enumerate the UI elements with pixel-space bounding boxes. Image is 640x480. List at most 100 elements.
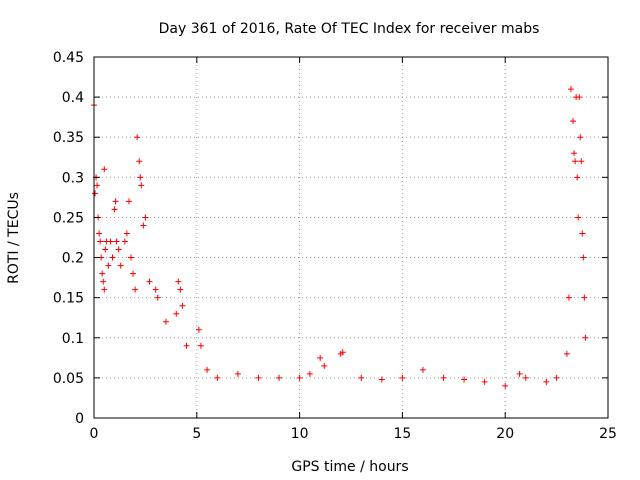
data-point xyxy=(146,278,153,285)
data-point xyxy=(574,174,581,181)
y-tick-label: 0.2 xyxy=(62,251,84,267)
data-point xyxy=(173,310,180,317)
axis-ticks xyxy=(93,56,609,419)
data-point xyxy=(142,214,149,221)
data-point xyxy=(553,374,560,381)
data-point xyxy=(138,182,145,189)
data-point xyxy=(576,94,583,101)
data-point xyxy=(101,166,108,173)
y-tick-label: 0.1 xyxy=(62,331,84,347)
data-point xyxy=(132,286,139,293)
data-point xyxy=(195,326,202,333)
data-point xyxy=(214,374,221,381)
data-point xyxy=(358,374,365,381)
data-point xyxy=(419,366,426,373)
data-point xyxy=(575,214,582,221)
data-point xyxy=(581,294,588,301)
data-point xyxy=(502,382,509,389)
data-point xyxy=(99,270,106,277)
data-point xyxy=(101,286,108,293)
data-point xyxy=(580,254,587,261)
plot-frame xyxy=(93,56,609,419)
data-point xyxy=(179,302,186,309)
data-point xyxy=(296,374,303,381)
data-point xyxy=(572,158,579,165)
data-points xyxy=(91,86,589,389)
data-point xyxy=(130,270,137,277)
data-point xyxy=(140,222,147,229)
data-point xyxy=(100,278,107,285)
data-point xyxy=(543,378,550,385)
data-point xyxy=(97,238,104,245)
data-point xyxy=(162,318,169,325)
y-tick-label: 0.3 xyxy=(62,170,84,186)
data-point xyxy=(204,366,211,373)
data-point xyxy=(255,374,262,381)
y-axis-label: ROTI / TECUs xyxy=(6,192,22,284)
x-tick-labels: 0 5 10 15 20 25 xyxy=(90,426,617,442)
x-axis-label: GPS time / hours xyxy=(291,459,408,475)
x-tick-label: 0 xyxy=(90,426,99,442)
x-tick-label: 25 xyxy=(599,426,617,442)
data-point xyxy=(115,246,122,253)
data-point xyxy=(175,278,182,285)
data-point xyxy=(105,262,112,269)
data-point xyxy=(276,374,283,381)
data-point xyxy=(94,182,101,189)
data-point xyxy=(522,374,529,381)
data-point xyxy=(154,294,161,301)
data-point xyxy=(137,174,144,181)
data-point xyxy=(399,374,406,381)
y-tick-label: 0.35 xyxy=(53,130,84,146)
data-point xyxy=(579,230,586,237)
x-tick-label: 5 xyxy=(192,426,201,442)
data-point xyxy=(107,238,114,245)
x-tick-label: 15 xyxy=(393,426,411,442)
data-point xyxy=(197,342,204,349)
data-point xyxy=(112,198,119,205)
data-point xyxy=(113,238,120,245)
data-point xyxy=(570,118,577,125)
data-point xyxy=(125,198,132,205)
data-point xyxy=(136,158,143,165)
y-tick-label: 0.15 xyxy=(53,291,84,307)
data-point xyxy=(461,376,468,383)
y-tick-label: 0.05 xyxy=(53,371,84,387)
y-tick-label: 0 xyxy=(75,411,84,427)
data-point xyxy=(571,150,578,157)
data-point xyxy=(102,246,109,253)
data-point xyxy=(440,374,447,381)
data-point xyxy=(96,230,103,237)
y-tick-label: 0.25 xyxy=(53,210,84,226)
data-point xyxy=(481,378,488,385)
grid xyxy=(94,57,608,418)
data-point xyxy=(567,86,574,93)
data-point xyxy=(177,286,184,293)
data-point xyxy=(577,134,584,141)
data-point xyxy=(321,362,328,369)
data-point xyxy=(117,262,124,269)
data-point xyxy=(565,294,572,301)
data-point xyxy=(92,190,99,197)
x-tick-label: 20 xyxy=(496,426,514,442)
data-point xyxy=(516,370,523,377)
data-point xyxy=(123,230,130,237)
y-tick-labels: 0 0.05 0.1 0.15 0.2 0.25 0.3 0.35 0.4 0.45 xyxy=(53,50,84,427)
data-point xyxy=(339,349,346,356)
data-point xyxy=(121,238,128,245)
chart-title: Day 361 of 2016, Rate Of TEC Index for r… xyxy=(159,21,540,37)
data-point xyxy=(109,254,116,261)
data-point xyxy=(152,286,159,293)
y-tick-label: 0.4 xyxy=(62,90,84,106)
data-point xyxy=(128,254,135,261)
data-point xyxy=(111,206,118,213)
data-point xyxy=(234,370,241,377)
data-point xyxy=(582,334,589,341)
data-point xyxy=(183,342,190,349)
data-point xyxy=(563,350,570,357)
data-point xyxy=(378,376,385,383)
y-tick-label: 0.45 xyxy=(53,50,84,66)
x-tick-label: 10 xyxy=(291,426,309,442)
